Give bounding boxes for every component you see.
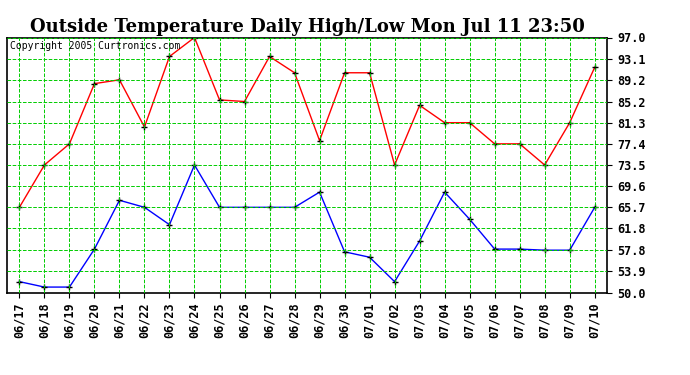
Text: Copyright 2005 Curtronics.com: Copyright 2005 Curtronics.com <box>10 41 180 51</box>
Title: Outside Temperature Daily High/Low Mon Jul 11 23:50: Outside Temperature Daily High/Low Mon J… <box>30 18 584 36</box>
